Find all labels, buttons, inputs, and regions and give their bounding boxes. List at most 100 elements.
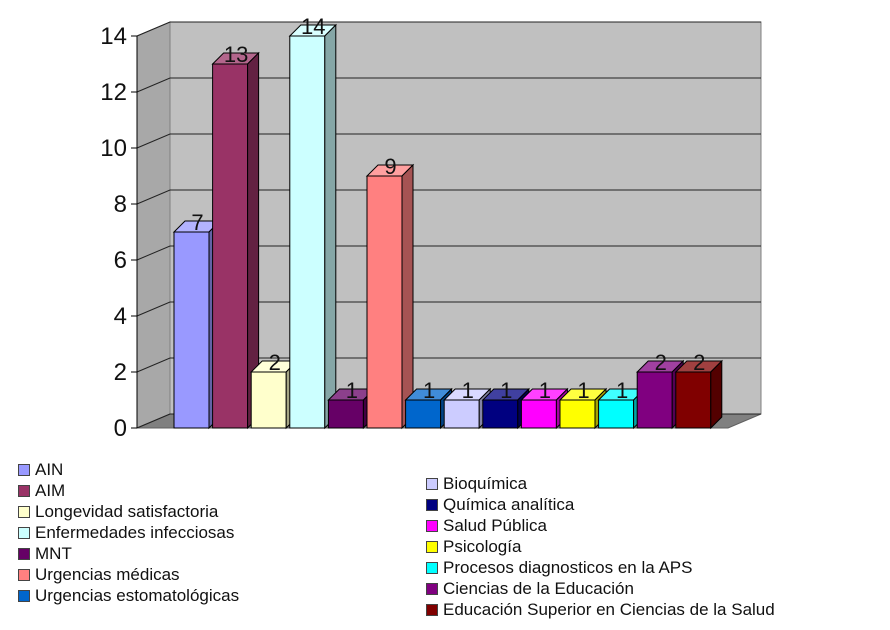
legend-swatch: [18, 547, 30, 560]
legend-item: Ciencias de la Educación: [426, 578, 775, 599]
legend-swatch: [426, 519, 438, 532]
legend-label: Educación Superior en Ciencias de la Sal…: [443, 600, 775, 619]
bar-front: [598, 399, 635, 429]
bar-side: [324, 23, 337, 430]
bar-side: [710, 359, 723, 430]
legend-item: Urgencias estomatológicas: [18, 585, 239, 606]
legend-swatch: [426, 540, 438, 553]
bar: [674, 359, 724, 430]
data-labels: 7 13 2 14 1 9 1 1 1 1 1 1 2 2: [191, 14, 705, 403]
data-label: 1: [616, 378, 628, 403]
bar-front: [675, 371, 712, 429]
data-label: 14: [301, 14, 325, 39]
legend-swatch: [18, 526, 30, 539]
legend-item: MNT: [18, 543, 239, 564]
bar-front: [559, 399, 596, 429]
data-label: 13: [224, 42, 248, 67]
legend-item: Enfermedades infecciosas: [18, 522, 239, 543]
legend-swatch: [426, 498, 438, 511]
legend-item: Psicología: [426, 536, 775, 557]
y-tick-label: 12: [100, 79, 127, 106]
y-tick-label: 4: [114, 303, 127, 330]
data-label: 7: [191, 210, 203, 235]
bar-front: [520, 399, 557, 429]
legend-right: Bioquímica Química analítica Salud Pública…: [426, 473, 775, 620]
data-label: 1: [423, 378, 435, 403]
gridline: [136, 245, 761, 261]
y-tick-label: 10: [100, 135, 127, 162]
legend-label: Química analítica: [443, 495, 575, 514]
chart-gridlines: [136, 21, 761, 429]
legend-label: Longevidad satisfactoria: [35, 502, 219, 521]
gridline: [136, 301, 761, 317]
y-tick-label: 6: [114, 247, 127, 274]
bar-front: [636, 371, 673, 429]
legend-item: Química analítica: [426, 494, 775, 515]
legend-label: Urgencias médicas: [35, 565, 180, 584]
gridline: [136, 133, 761, 149]
data-label: 2: [693, 350, 705, 375]
y-axis-ticks: 0 2 4 6 8 10 12 14: [100, 23, 138, 442]
data-label: 1: [577, 378, 589, 403]
bar: [211, 51, 260, 430]
legend-item: AIM: [18, 480, 239, 501]
bar: [365, 163, 415, 430]
bar: [442, 387, 492, 430]
data-label: 9: [384, 154, 396, 179]
data-label: 2: [655, 350, 667, 375]
bars: [172, 23, 724, 430]
data-label: 1: [346, 378, 358, 403]
data-label: 1: [462, 378, 474, 403]
gridline: [136, 21, 761, 37]
legend-swatch: [18, 505, 30, 518]
legend-label: MNT: [35, 544, 72, 563]
bar-front: [289, 35, 326, 429]
legend-item: Educación Superior en Ciencias de la Sal…: [426, 599, 775, 620]
bar-front: [173, 231, 210, 429]
legend-item: AIN: [18, 459, 239, 480]
legend-swatch: [18, 484, 30, 497]
legend-label: Enfermedades infecciosas: [35, 523, 235, 542]
data-label: 2: [269, 350, 281, 375]
legend-item: Urgencias médicas: [18, 564, 239, 585]
gridline: [136, 189, 761, 205]
legend-label: AIN: [35, 460, 64, 479]
legend-label: Salud Pública: [443, 516, 547, 535]
y-tick-label: 14: [100, 23, 127, 50]
legend-label: Urgencias estomatológicas: [35, 586, 240, 605]
legend-label: Procesos diagnosticos en la APS: [443, 558, 693, 577]
legend-item: Procesos diagnosticos en la APS: [426, 557, 775, 578]
legend-swatch: [18, 568, 30, 581]
legend-swatch: [18, 463, 30, 476]
y-tick-label: 8: [114, 191, 127, 218]
bar-front: [212, 63, 249, 429]
bar-front: [482, 399, 519, 429]
side-wall: [136, 21, 171, 429]
legend-swatch: [426, 561, 438, 574]
legend-label: Psicología: [443, 537, 522, 556]
legend-label: Ciencias de la Educación: [443, 579, 634, 598]
bar-front: [366, 175, 403, 429]
data-label: 1: [539, 378, 551, 403]
bar-front: [327, 399, 364, 429]
legend-swatch: [18, 589, 30, 602]
legend-swatch: [426, 582, 438, 595]
legend-item: Longevidad satisfactoria: [18, 501, 239, 522]
y-tick-label: 2: [114, 359, 127, 386]
data-label: 1: [500, 378, 512, 403]
legend-label: AIM: [35, 481, 66, 500]
bar-front: [405, 399, 442, 429]
legend-label: Bioquímica: [443, 474, 528, 493]
gridline: [136, 77, 761, 93]
bar-front: [250, 371, 287, 429]
gridline: [136, 357, 761, 373]
legend-item: Salud Pública: [426, 515, 775, 536]
bar-front: [443, 399, 480, 429]
legend-swatch: [426, 477, 438, 490]
bar-side: [401, 163, 414, 430]
legend-swatch: [426, 603, 438, 616]
legend-left: AIN AIM Longevidad satisfactoria Enfermedad…: [18, 459, 239, 606]
legend-item: Bioquímica: [426, 473, 775, 494]
bar: [288, 23, 338, 430]
